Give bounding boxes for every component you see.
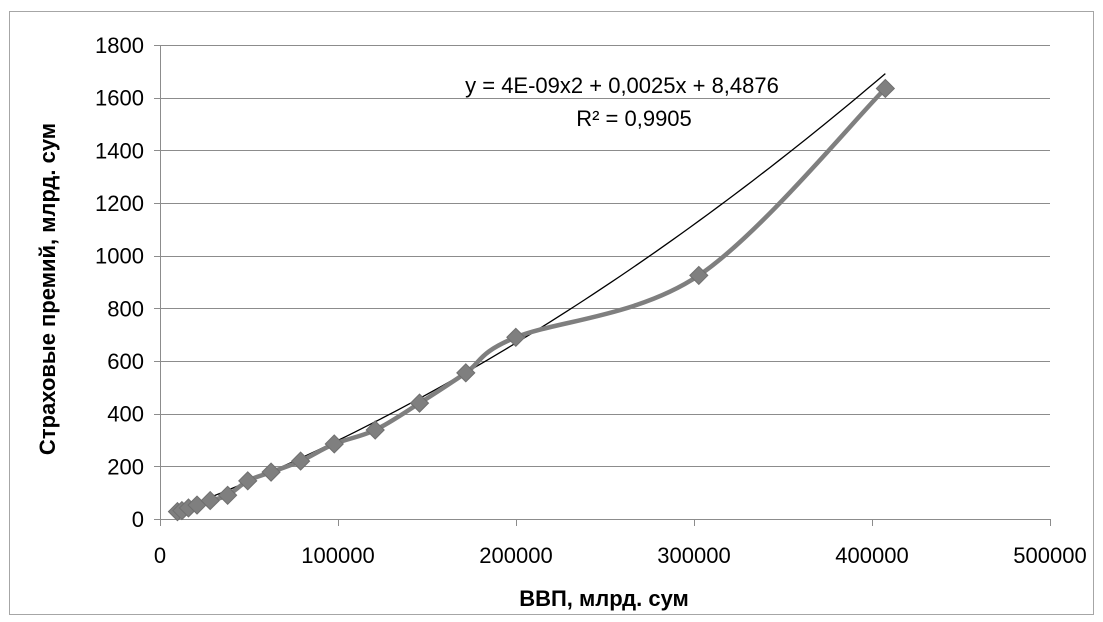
trendline-r2: R² = 0,9905 xyxy=(576,106,692,131)
data-point xyxy=(506,327,526,348)
y-tick-label: 1200 xyxy=(95,191,144,216)
x-axis-title: ВВП, млрд. сум xyxy=(519,586,689,611)
y-tick-label: 1000 xyxy=(95,244,144,269)
data-point xyxy=(456,363,476,383)
y-tick-label: 1400 xyxy=(95,138,144,163)
data-point xyxy=(689,265,709,286)
data-point xyxy=(238,471,258,491)
data-point xyxy=(217,485,238,506)
data-point xyxy=(409,393,430,413)
trendline-equation: y = 4E-09x2 + 0,0025x + 8,4876 xyxy=(465,73,779,98)
x-tick-label: 100000 xyxy=(301,543,374,568)
y-tick-label: 1800 xyxy=(95,33,144,58)
labels: ВВП, млрд. сум Страховые премий, млрд. с… xyxy=(35,73,779,611)
data-point xyxy=(324,434,344,454)
y-tick-label: 0 xyxy=(132,507,144,532)
y-tick-label: 600 xyxy=(107,349,144,374)
y-axis-title: Страховые премий, млрд. сум xyxy=(35,123,60,455)
data-point xyxy=(875,78,896,99)
gridlines xyxy=(160,45,1050,467)
axes: 0 200 400 600 800 1000 1200 1400 1600 1800 0 100000… xyxy=(95,33,1087,568)
y-tick-label: 200 xyxy=(107,454,144,479)
y-tick-label: 800 xyxy=(107,296,144,321)
x-tick-label: 0 xyxy=(154,543,166,568)
data-point xyxy=(365,420,385,440)
x-tick-label: 200000 xyxy=(479,543,552,568)
data-point xyxy=(200,490,220,511)
x-tick-label: 500000 xyxy=(1013,543,1086,568)
chart-frame xyxy=(9,11,1094,615)
series-group xyxy=(167,78,896,522)
data-point xyxy=(261,462,281,482)
y-tick-label: 400 xyxy=(107,402,144,427)
x-tick-label: 300000 xyxy=(657,543,730,568)
data-point xyxy=(290,451,311,471)
x-tick-label: 400000 xyxy=(835,543,908,568)
y-tick-label: 1600 xyxy=(95,86,144,111)
